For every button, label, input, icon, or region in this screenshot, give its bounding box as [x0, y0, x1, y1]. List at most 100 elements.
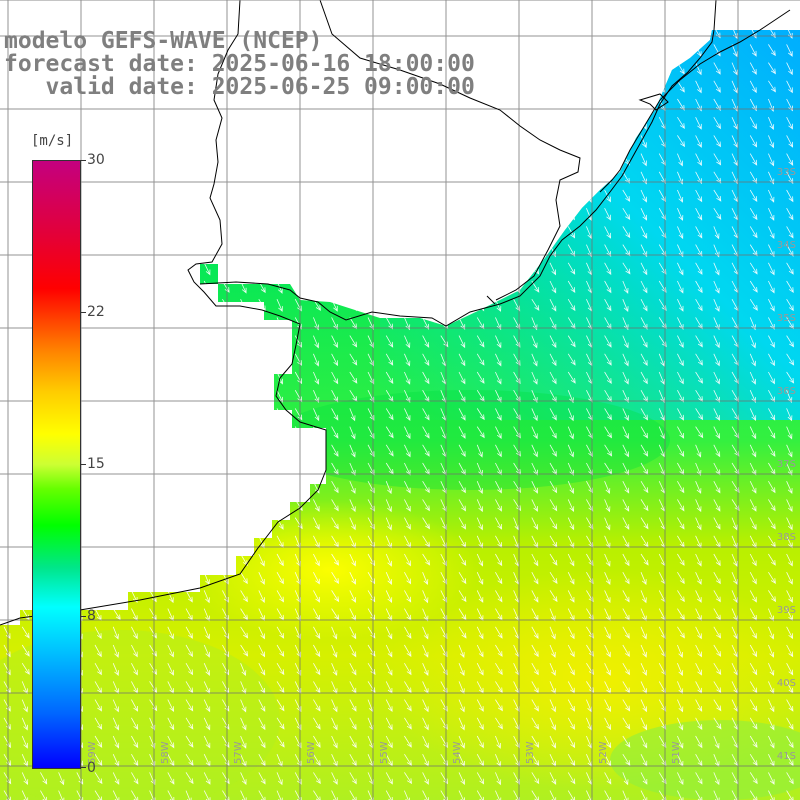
wind-arrow: [677, 717, 684, 731]
wind-arrow: [768, 735, 775, 749]
wind-arrow: [458, 390, 466, 403]
wind-arrow: [404, 735, 412, 748]
wind-arrow: [786, 553, 793, 567]
wind-arrow: [495, 371, 502, 385]
wind-arrow: [695, 153, 702, 167]
wind-arrow: [458, 772, 465, 786]
wind-arrow: [713, 189, 722, 202]
wind-arrow: [458, 408, 466, 421]
wind-arrow: [695, 735, 703, 749]
wind-arrow: [3, 644, 11, 658]
wind-arrow: [549, 772, 557, 785]
wind-arrow: [604, 208, 611, 221]
wind-arrow: [695, 226, 703, 239]
wind-arrow: [331, 626, 338, 640]
colorbar-tick-30: [80, 160, 86, 161]
wind-arrow: [768, 499, 776, 512]
wind-arrow: [549, 480, 558, 494]
lon-label-56w: 56W: [306, 741, 317, 764]
wind-arrow: [695, 353, 703, 366]
wind-arrow: [768, 790, 775, 800]
wind-arrow: [276, 626, 285, 639]
wind-arrow: [567, 572, 575, 585]
wind-arrow: [276, 717, 285, 730]
wind-arrow: [786, 644, 794, 658]
wind-arrow: [695, 135, 702, 148]
wind-arrow: [695, 699, 703, 712]
wind-arrow: [622, 553, 630, 567]
wind-arrow: [713, 662, 722, 675]
wind-arrow: [677, 208, 684, 221]
wind-arrow: [677, 135, 685, 148]
wind-arrow: [404, 717, 412, 730]
wind-arrow: [167, 717, 175, 731]
wind-arrow: [531, 444, 538, 458]
wind-arrow: [458, 590, 467, 603]
wind-arrow: [640, 244, 648, 258]
wind-arrow: [567, 280, 576, 294]
wind-arrow: [476, 371, 485, 384]
wind-arrow: [476, 517, 483, 531]
wind-arrow: [531, 663, 539, 676]
wind-arrow: [313, 371, 320, 385]
wind-arrow: [695, 408, 704, 421]
wind-arrow: [531, 590, 539, 603]
wind-arrow: [131, 772, 139, 785]
wind-arrow: [313, 753, 321, 767]
wind-arrow: [567, 426, 574, 440]
wind-arrow: [476, 553, 484, 567]
wind-arrow: [240, 699, 247, 713]
wind-arrow: [695, 189, 703, 203]
wind-arrow: [677, 317, 684, 330]
wind-arrow: [640, 208, 647, 221]
wind-arrow: [622, 517, 630, 530]
wind-arrow: [640, 663, 647, 676]
wind-arrow: [567, 517, 575, 531]
wind-arrow: [713, 335, 720, 349]
wind-arrow: [731, 590, 738, 604]
wind-arrow: [385, 353, 394, 366]
wind-arrow: [768, 208, 775, 221]
wind-arrow: [531, 644, 539, 658]
wind-arrow: [695, 62, 702, 76]
colorbar-tick-8: [80, 616, 86, 617]
wind-arrow: [749, 426, 757, 440]
wind-arrow: [622, 226, 631, 239]
wind-arrow: [622, 717, 631, 730]
wind-arrow: [331, 571, 339, 584]
wind-arrow: [622, 353, 629, 367]
wind-arrow: [786, 371, 795, 384]
wind-arrow: [604, 772, 612, 785]
wind-arrow: [331, 790, 338, 800]
wind-arrow: [349, 481, 356, 494]
wind-arrow: [203, 590, 210, 604]
wind-arrow: [94, 644, 102, 658]
wind-arrow: [185, 644, 193, 658]
wind-arrow: [677, 408, 684, 421]
wind-arrow: [458, 444, 466, 458]
wind-arrow: [422, 590, 429, 604]
wind-arrow: [476, 735, 484, 749]
wind-arrow: [404, 590, 412, 603]
wind-arrow: [567, 553, 575, 567]
wind-arrow: [313, 408, 320, 422]
forecast-date: forecast date: 2025-06-16 18:00:00: [4, 51, 475, 77]
wind-arrow: [713, 299, 720, 312]
wind-arrow: [622, 371, 629, 385]
wind-arrow: [640, 590, 647, 604]
wind-arrow: [622, 735, 631, 748]
wind-arrow: [203, 626, 210, 640]
wind-arrow: [476, 408, 485, 421]
wind-arrow: [458, 663, 465, 677]
wind-arrow: [385, 572, 392, 585]
map-header: modelo GEFS-WAVE (NCEP) forecast date: 2…: [4, 30, 475, 99]
wind-arrow: [604, 244, 612, 257]
wind-arrow: [658, 390, 665, 404]
wind-arrow: [458, 717, 465, 731]
colorbar-tick-0: [80, 767, 86, 768]
wind-arrow: [786, 44, 793, 57]
wind-arrow: [549, 790, 557, 800]
wind-arrow: [622, 662, 630, 676]
wind-arrow: [313, 644, 321, 658]
